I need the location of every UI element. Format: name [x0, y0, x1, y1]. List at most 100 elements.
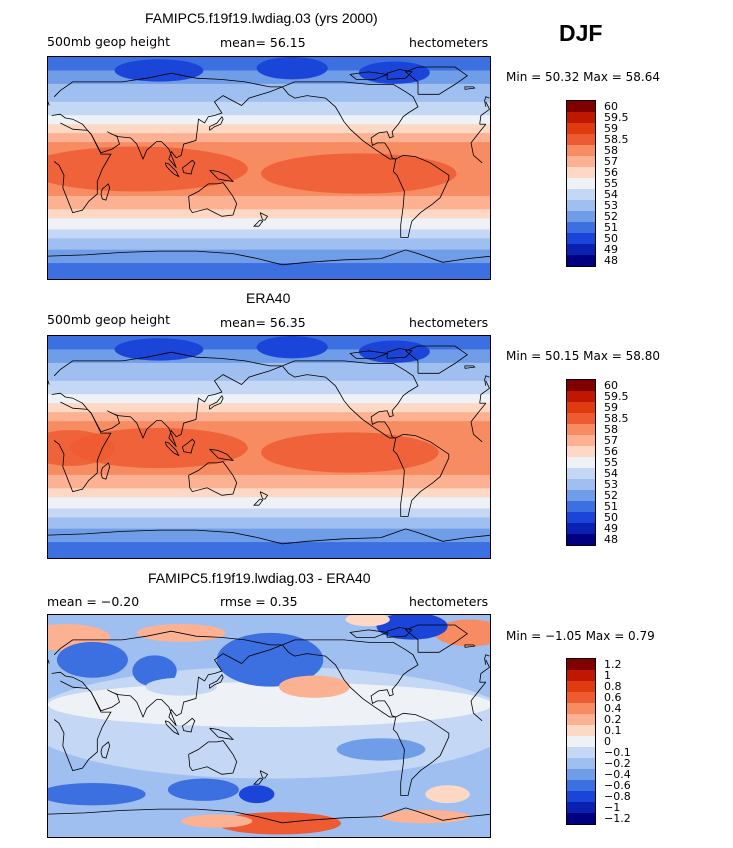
field-blob [48, 783, 146, 806]
coastline [470, 681, 487, 702]
colorbar-swatches [566, 100, 596, 267]
field-band [48, 83, 490, 103]
coastline [209, 727, 235, 740]
colorbar-tick-label: 58 [604, 144, 618, 157]
field-band [48, 133, 490, 144]
colorbar-swatch [567, 670, 595, 681]
colorbar-swatch [567, 435, 595, 446]
field-blob [216, 812, 342, 835]
colorbar-swatch [567, 780, 595, 791]
colorbar-swatch [567, 134, 595, 145]
colorbar-tick-label: −1.2 [604, 812, 631, 825]
colorbar-swatch [567, 424, 595, 435]
coastline [100, 741, 111, 759]
colorbar-tick-label: 1 [604, 669, 611, 682]
colorbar-swatch [567, 222, 595, 233]
colorbar-tick-label: 51 [604, 221, 618, 234]
coastline [188, 182, 238, 217]
coastline [188, 461, 238, 496]
colorbar-tick-label: 59 [604, 401, 618, 414]
colorbar-tick-label: 59 [604, 122, 618, 135]
colorbar-swatch [567, 490, 595, 501]
coastline [164, 441, 180, 457]
field-band [48, 528, 490, 544]
colorbar-tick-label: 56 [604, 445, 618, 458]
colorbar-swatch [567, 468, 595, 479]
panel-3-map [47, 614, 491, 838]
coastline [51, 72, 283, 169]
coastline [464, 644, 476, 648]
colorbar-tick-label: 58.5 [604, 133, 629, 146]
coastline [51, 351, 283, 448]
coastline [253, 777, 264, 785]
coastline [470, 421, 483, 443]
panel-1-center-label: mean= 56.15 [220, 35, 306, 50]
coastline [164, 162, 180, 178]
colorbar-tick-label: 51 [604, 500, 618, 513]
panel-2-left-label: 500mb geop height [47, 312, 170, 327]
coastline [281, 81, 419, 160]
coastline [464, 365, 476, 369]
field-blob [261, 432, 439, 473]
colorbar-tick-label: −1 [604, 801, 621, 814]
colorbar-tick-label: 48 [604, 254, 618, 267]
coastline [259, 491, 269, 500]
colorbar-tick-label: 55 [604, 456, 618, 469]
coastline [349, 629, 389, 638]
colorbar-swatch [567, 501, 595, 512]
coastline [479, 380, 490, 404]
colorbar-tick-label: 49 [604, 243, 618, 256]
field-blob [358, 61, 430, 84]
coastline [464, 86, 476, 90]
field-blob [167, 778, 239, 801]
colorbar-swatch [567, 802, 595, 813]
coastline [479, 659, 490, 683]
map-svg [48, 615, 490, 837]
field-band [48, 517, 490, 530]
colorbar-swatch [567, 747, 595, 758]
colorbar-tick-label: 60 [604, 100, 618, 113]
colorbar-swatch [567, 523, 595, 534]
field-blob [216, 632, 324, 687]
colorbar-tick-label: 0 [604, 735, 611, 748]
field-blob [336, 738, 426, 761]
field-band [48, 394, 490, 405]
field-blob [145, 677, 217, 696]
coastline [281, 360, 419, 439]
coastline [470, 700, 483, 722]
field-band [48, 209, 490, 220]
map-svg [48, 57, 490, 279]
colorbar-tick-label: 52 [604, 210, 618, 223]
colorbar-swatch [567, 512, 595, 523]
field-blob [345, 615, 390, 627]
coastline [182, 438, 196, 454]
colorbar-tick-label: 56 [604, 166, 618, 179]
panel-1-minmax: Min = 50.32 Max = 58.64 [506, 70, 660, 84]
panel-2-map [47, 335, 491, 559]
coastline [48, 659, 50, 664]
field-band [48, 218, 490, 231]
colorbar-tick-label: 53 [604, 199, 618, 212]
coastline [386, 626, 413, 638]
field-band [48, 115, 490, 126]
colorbar-tick-label: −0.6 [604, 779, 631, 792]
colorbar-swatch [567, 446, 595, 457]
coastline [48, 807, 490, 824]
panel-3-minmax: Min = −1.05 Max = 0.79 [506, 629, 655, 643]
field-blob [56, 641, 128, 678]
colorbar-swatch [567, 534, 595, 545]
field-blob [256, 336, 328, 359]
coastline [48, 101, 50, 106]
colorbar-swatches [566, 658, 596, 825]
coastline [386, 347, 413, 359]
coastline [392, 154, 450, 238]
field-band [48, 380, 490, 396]
field-band [48, 403, 490, 414]
coastline [484, 96, 490, 107]
coastline [253, 498, 264, 506]
coastline [164, 720, 180, 736]
colorbar-swatch [567, 167, 595, 178]
colorbar-swatch [567, 123, 595, 134]
coastline [188, 740, 238, 775]
coastline [392, 712, 450, 796]
